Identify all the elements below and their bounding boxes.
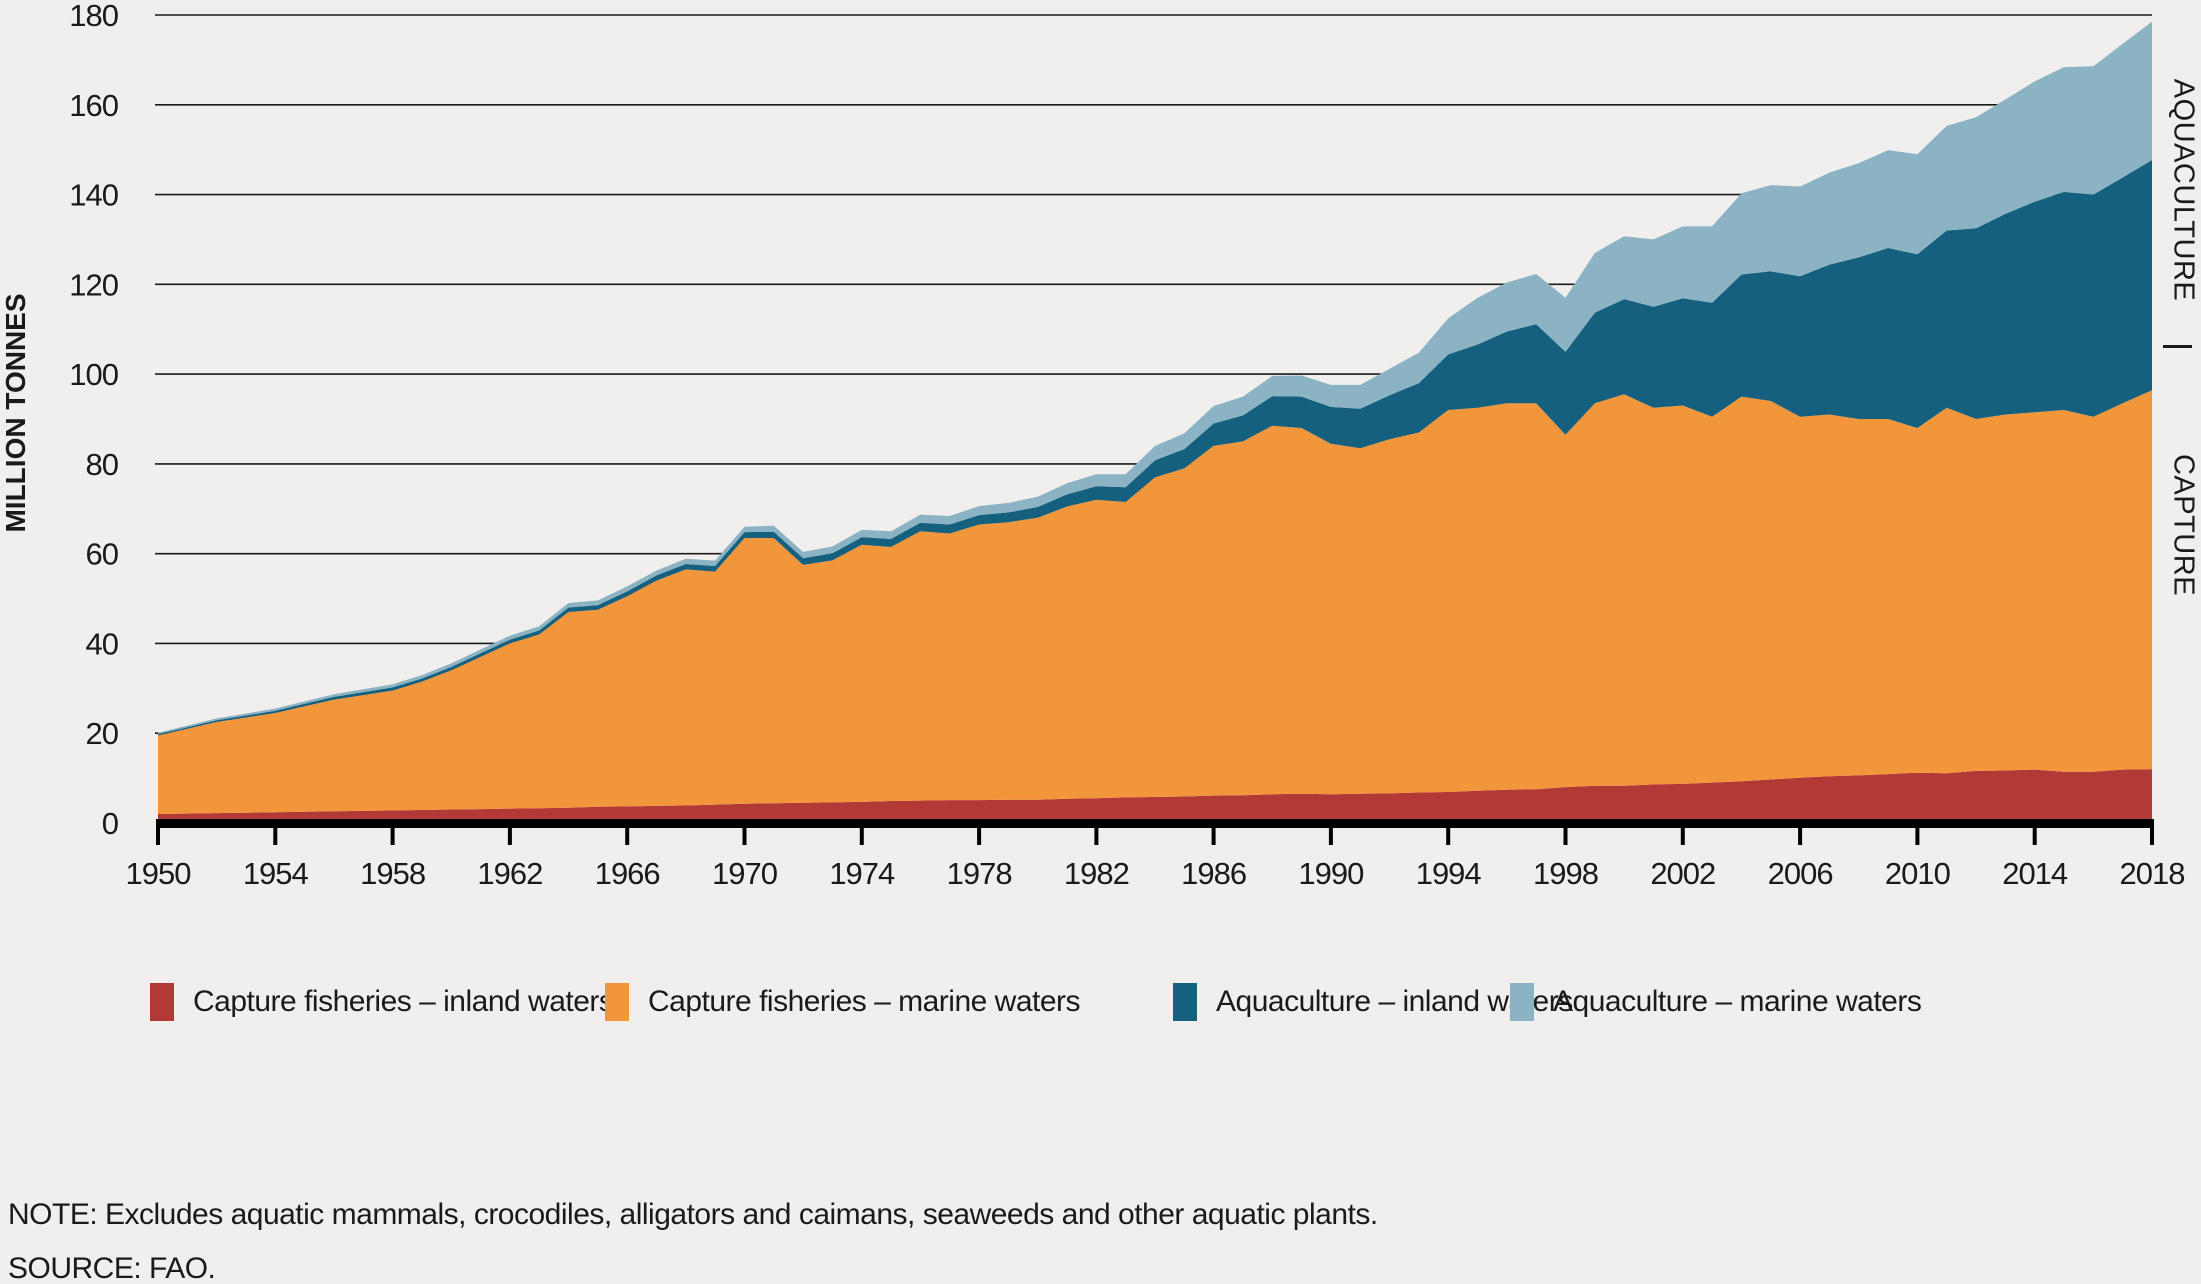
x-axis-line <box>156 819 2154 828</box>
y-tick-label-140: 140 <box>69 178 118 213</box>
x-tick-label-1974: 1974 <box>829 856 895 891</box>
x-tick-label-2006: 2006 <box>1768 856 1833 891</box>
x-tick-1966 <box>625 827 630 845</box>
aquaculture-capture-divider-tick <box>2163 345 2192 348</box>
x-tick-2002 <box>1680 827 1685 845</box>
x-tick-label-2002: 2002 <box>1650 856 1715 891</box>
legend-swatch-0 <box>150 983 174 1021</box>
source-text: SOURCE: FAO. <box>8 1252 216 1284</box>
x-tick-1978 <box>977 827 982 845</box>
legend-label-3: Aquaculture – marine waters <box>1553 985 1922 1018</box>
area-capture-fisheries-inland-waters <box>158 769 2152 823</box>
legend-swatch-3 <box>1510 983 1534 1021</box>
x-tick-label-1998: 1998 <box>1533 856 1598 891</box>
x-tick-1970 <box>742 827 747 845</box>
y-tick-label-100: 100 <box>69 357 118 392</box>
legend-item-1: Capture fisheries – marine waters <box>605 983 1081 1021</box>
x-tick-label-2018: 2018 <box>2120 856 2185 891</box>
x-tick-2018 <box>2150 827 2154 845</box>
x-tick-2014 <box>2032 827 2037 845</box>
legend-label-0: Capture fisheries – inland waters <box>193 985 614 1018</box>
y-tick-label-60: 60 <box>86 537 119 572</box>
x-tick-2010 <box>1915 827 1920 845</box>
x-tick-label-1990: 1990 <box>1298 856 1364 891</box>
y-tick-label-0: 0 <box>102 806 119 841</box>
y-tick-label-20: 20 <box>86 716 119 751</box>
x-tick-1982 <box>1094 827 1099 845</box>
legend-label-1: Capture fisheries – marine waters <box>648 985 1081 1018</box>
x-tick-1974 <box>859 827 864 845</box>
x-tick-label-1982: 1982 <box>1064 856 1129 891</box>
y-tick-label-120: 120 <box>69 267 118 302</box>
x-tick-label-2014: 2014 <box>2002 856 2068 891</box>
area-capture-fisheries-marine-waters <box>158 390 2152 814</box>
x-tick-label-1994: 1994 <box>1416 856 1482 891</box>
legend-item-3: Aquaculture – marine waters <box>1510 983 1922 1021</box>
legend-swatch-1 <box>605 983 629 1021</box>
x-tick-label-1986: 1986 <box>1181 856 1246 891</box>
x-tick-label-1970: 1970 <box>712 856 778 891</box>
x-tick-label-1978: 1978 <box>947 856 1012 891</box>
x-tick-label-1954: 1954 <box>243 856 309 891</box>
y-axis-title: MILLION TONNES <box>0 293 31 533</box>
x-tick-1986 <box>1211 827 1216 845</box>
note-text: NOTE: Excludes aquatic mammals, crocodil… <box>8 1198 1378 1231</box>
x-tick-1994 <box>1446 827 1451 845</box>
y-tick-label-180: 180 <box>69 0 118 33</box>
x-tick-label-2010: 2010 <box>1885 856 1951 891</box>
x-tick-1998 <box>1563 827 1568 845</box>
x-tick-2006 <box>1798 827 1803 845</box>
right-label-aquaculture: AQUACULTURE <box>2167 78 2200 302</box>
legend-item-0: Capture fisheries – inland waters <box>150 983 614 1021</box>
y-tick-label-160: 160 <box>69 88 118 123</box>
x-tick-1962 <box>507 827 512 845</box>
x-tick-1958 <box>390 827 395 845</box>
x-tick-label-1962: 1962 <box>477 856 542 891</box>
y-tick-label-40: 40 <box>86 626 119 661</box>
x-tick-1954 <box>273 827 278 845</box>
legend-swatch-2 <box>1173 983 1197 1021</box>
x-tick-label-1950: 1950 <box>126 856 192 891</box>
right-label-capture: CAPTURE <box>2167 453 2200 597</box>
x-tick-1990 <box>1328 827 1333 845</box>
x-tick-label-1966: 1966 <box>595 856 660 891</box>
y-tick-label-80: 80 <box>86 447 119 482</box>
x-tick-label-1958: 1958 <box>360 856 425 891</box>
x-tick-1950 <box>156 827 160 845</box>
